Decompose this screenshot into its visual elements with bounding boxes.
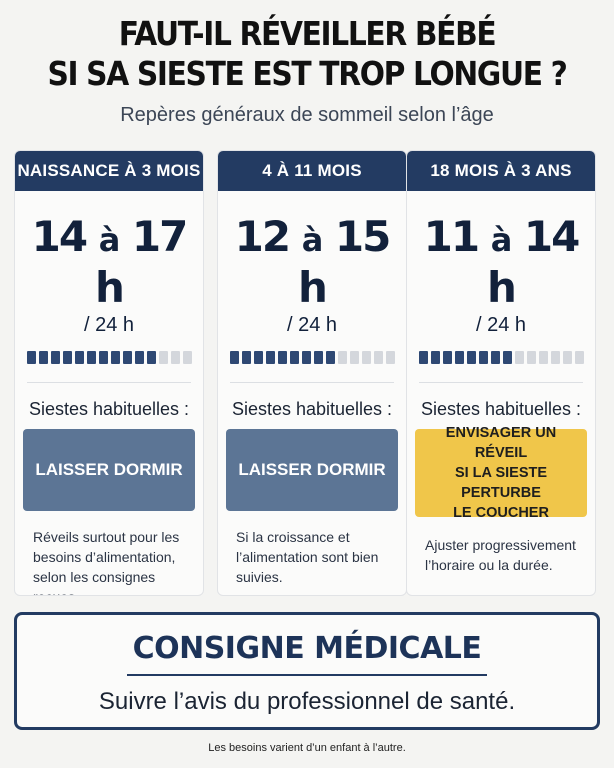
scale-segment-empty	[526, 351, 536, 364]
scale-segment-empty	[361, 351, 371, 364]
medical-advice-box: CONSIGNE MÉDICALE Suivre l’avis du profe…	[14, 612, 600, 730]
scale-segment-empty	[337, 351, 347, 364]
scale-segment-filled	[442, 351, 452, 364]
sleep-scale-bar	[15, 351, 203, 364]
scale-segment-filled	[62, 351, 72, 364]
scale-segment-empty	[385, 351, 395, 364]
action-line: SI LA SIESTE PERTURBE	[454, 465, 548, 501]
age-card-note: Réveils surtout pour les besoins d’alime…	[33, 527, 193, 595]
sleep-hours-range: 11 à 14 h	[407, 213, 595, 312]
age-card-newborn: NAISSANCE À 3 MOIS 14 à 17 h / 24 h Sies…	[14, 150, 204, 596]
scale-segment-filled	[430, 351, 440, 364]
scale-segment-filled	[74, 351, 84, 364]
range-separator: à	[98, 221, 121, 259]
scale-segment-filled	[241, 351, 251, 364]
scale-segment-filled	[134, 351, 144, 364]
scale-segment-empty	[349, 351, 359, 364]
scale-segment-filled	[122, 351, 132, 364]
note-line: l’alimentation sont bien	[236, 549, 379, 565]
medical-divider	[127, 674, 487, 676]
range-to: 15 h	[298, 212, 391, 312]
naps-label: Siestes habituelles :	[420, 399, 582, 419]
scale-segment-empty	[514, 351, 524, 364]
per-day-label: / 24 h	[475, 314, 527, 336]
scale-segment-filled	[98, 351, 108, 364]
action-badge: LAISSER DORMIR	[226, 429, 398, 511]
scale-segment-empty	[182, 351, 192, 364]
footer-note: Les besoins varient d’un enfant à l’autr…	[208, 742, 406, 754]
per-day-label: / 24 h	[286, 314, 338, 336]
note-line: Ajuster progressivement	[425, 537, 576, 553]
scale-segment-filled	[110, 351, 120, 364]
note-line: Réveils surtout pour les	[33, 529, 180, 545]
scale-segment-empty	[562, 351, 572, 364]
scale-segment-empty	[373, 351, 383, 364]
range-to: 17 h	[95, 212, 188, 312]
age-card-header: NAISSANCE À 3 MOIS	[15, 151, 203, 191]
scale-segment-empty	[170, 351, 180, 364]
scale-segment-filled	[289, 351, 299, 364]
title-line-1: FAUT-IL RÉVEILLER BÉBÉ	[118, 14, 497, 53]
sleep-hours-range: 12 à 15 h	[218, 213, 406, 312]
scale-segment-filled	[490, 351, 500, 364]
note-line: selon les consignes reçues.	[33, 569, 156, 595]
action-line: LE COUCHER	[453, 505, 549, 521]
sleep-scale-bar	[407, 351, 595, 364]
divider	[27, 382, 191, 383]
scale-segment-filled	[253, 351, 263, 364]
range-from: 11	[423, 212, 480, 261]
scale-segment-filled	[301, 351, 311, 364]
scale-segment-filled	[466, 351, 476, 364]
scale-segment-filled	[502, 351, 512, 364]
age-card-infant: 4 À 11 MOIS 12 à 15 h / 24 h Siestes hab…	[217, 150, 407, 596]
scale-segment-filled	[418, 351, 428, 364]
action-line: ENVISAGER UN RÉVEIL	[445, 425, 557, 461]
scale-segment-filled	[50, 351, 60, 364]
range-from: 14	[31, 212, 88, 261]
action-badge: LAISSER DORMIR	[23, 429, 195, 511]
medical-title: CONSIGNE MÉDICALE	[132, 631, 482, 666]
scale-segment-filled	[26, 351, 36, 364]
range-separator: à	[490, 221, 513, 259]
scale-segment-empty	[550, 351, 560, 364]
action-badge: ENVISAGER UN RÉVEIL SI LA SIESTE PERTURB…	[415, 425, 587, 521]
scale-segment-empty	[538, 351, 548, 364]
divider	[419, 382, 583, 383]
scale-segment-filled	[313, 351, 323, 364]
age-card-toddler: 18 MOIS À 3 ANS 11 à 14 h / 24 h Siestes…	[406, 150, 596, 596]
scale-segment-empty	[574, 351, 584, 364]
title-line-2: SI SA SIESTE EST TROP LONGUE ?	[47, 54, 567, 93]
naps-label: Siestes habituelles :	[231, 399, 393, 419]
scale-segment-filled	[38, 351, 48, 364]
age-card-header: 18 MOIS À 3 ANS	[407, 151, 595, 191]
per-day-label: / 24 h	[83, 314, 135, 336]
range-separator: à	[301, 221, 324, 259]
subtitle: Repères généraux de sommeil selon l’âge	[120, 104, 494, 126]
sleep-scale-bar	[218, 351, 406, 364]
naps-label: Siestes habituelles :	[28, 399, 190, 419]
note-line: Si la croissance et	[236, 529, 350, 545]
scale-segment-filled	[146, 351, 156, 364]
note-line: suivies.	[236, 569, 283, 585]
age-card-header: 4 À 11 MOIS	[218, 151, 406, 191]
main-title: FAUT-IL RÉVEILLER BÉBÉ SI SA SIESTE EST …	[31, 14, 584, 94]
sleep-hours-range: 14 à 17 h	[15, 213, 203, 312]
note-line: besoins d’alimentation,	[33, 549, 176, 565]
age-card-note: Ajuster progressivement l’horaire ou la …	[425, 535, 585, 575]
scale-segment-empty	[158, 351, 168, 364]
age-card-note: Si la croissance et l’alimentation sont …	[236, 527, 396, 587]
scale-segment-filled	[325, 351, 335, 364]
scale-segment-filled	[229, 351, 239, 364]
scale-segment-filled	[454, 351, 464, 364]
range-to: 14 h	[487, 212, 580, 312]
scale-segment-filled	[86, 351, 96, 364]
divider	[230, 382, 394, 383]
range-from: 12	[234, 212, 291, 261]
scale-segment-filled	[265, 351, 275, 364]
note-line: l’horaire ou la durée.	[425, 557, 553, 573]
medical-text: Suivre l’avis du professionnel de santé.	[98, 688, 516, 715]
scale-segment-filled	[478, 351, 488, 364]
scale-segment-filled	[277, 351, 287, 364]
